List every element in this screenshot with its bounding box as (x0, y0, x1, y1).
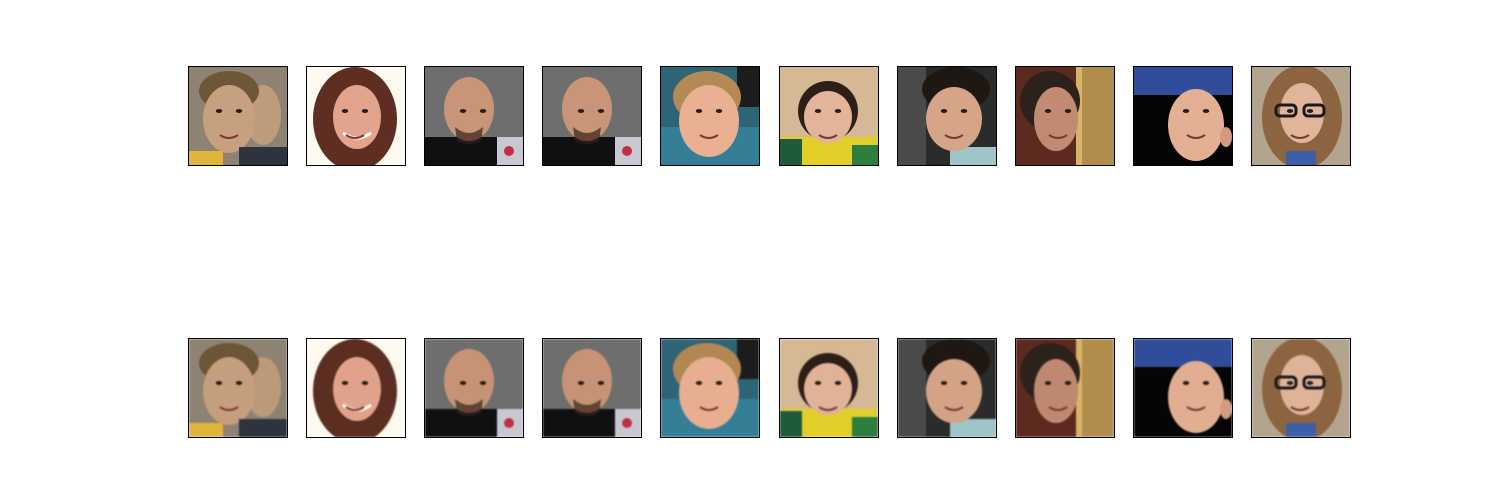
face-image-baby-in-yellow-green-shirt (779, 66, 879, 166)
face-photo (1134, 339, 1232, 437)
face-photo (661, 67, 759, 165)
face-image-girl-with-glasses (1251, 66, 1351, 166)
face-image-bald-man-looking-up (1133, 66, 1233, 166)
face-photo (661, 339, 759, 437)
face-photo (1252, 339, 1350, 437)
face-image-woman-dark-hair-tan-wall (1015, 338, 1115, 438)
face-photo (189, 67, 287, 165)
face-image-boy-with-brown-hair (188, 66, 288, 166)
face-image-bald-man-smiling-duplicate (542, 66, 642, 166)
face-photo (898, 67, 996, 165)
face-photo (307, 67, 405, 165)
face-image-blond-child-squinting (660, 66, 760, 166)
face-photo (189, 339, 287, 437)
image-row-original (0, 66, 1500, 166)
face-image-teen-boy-smiling-in-car (897, 66, 997, 166)
face-photo (780, 339, 878, 437)
face-image-girl-with-glasses (1251, 338, 1351, 438)
face-image-baby-in-yellow-green-shirt (779, 338, 879, 438)
face-image-teen-boy-smiling-in-car (897, 338, 997, 438)
face-image-bald-man-smiling-duplicate (542, 338, 642, 438)
face-photo (898, 339, 996, 437)
face-photo (780, 67, 878, 165)
face-image-blond-child-squinting (660, 338, 760, 438)
face-image-bald-man-smiling (424, 338, 524, 438)
face-photo (1252, 67, 1350, 165)
face-image-boy-with-brown-hair (188, 338, 288, 438)
face-photo (543, 67, 641, 165)
face-photo (1134, 67, 1232, 165)
image-row-reconstruction (0, 338, 1500, 438)
face-photo (307, 339, 405, 437)
face-image-young-woman-long-brown-hair (306, 66, 406, 166)
face-image-bald-man-looking-up (1133, 338, 1233, 438)
face-photo (1016, 67, 1114, 165)
face-image-bald-man-smiling (424, 66, 524, 166)
face-photo (425, 339, 523, 437)
face-photo (543, 339, 641, 437)
face-photo (1016, 339, 1114, 437)
face-photo (425, 67, 523, 165)
face-image-young-woman-long-brown-hair (306, 338, 406, 438)
face-image-woman-dark-hair-tan-wall (1015, 66, 1115, 166)
